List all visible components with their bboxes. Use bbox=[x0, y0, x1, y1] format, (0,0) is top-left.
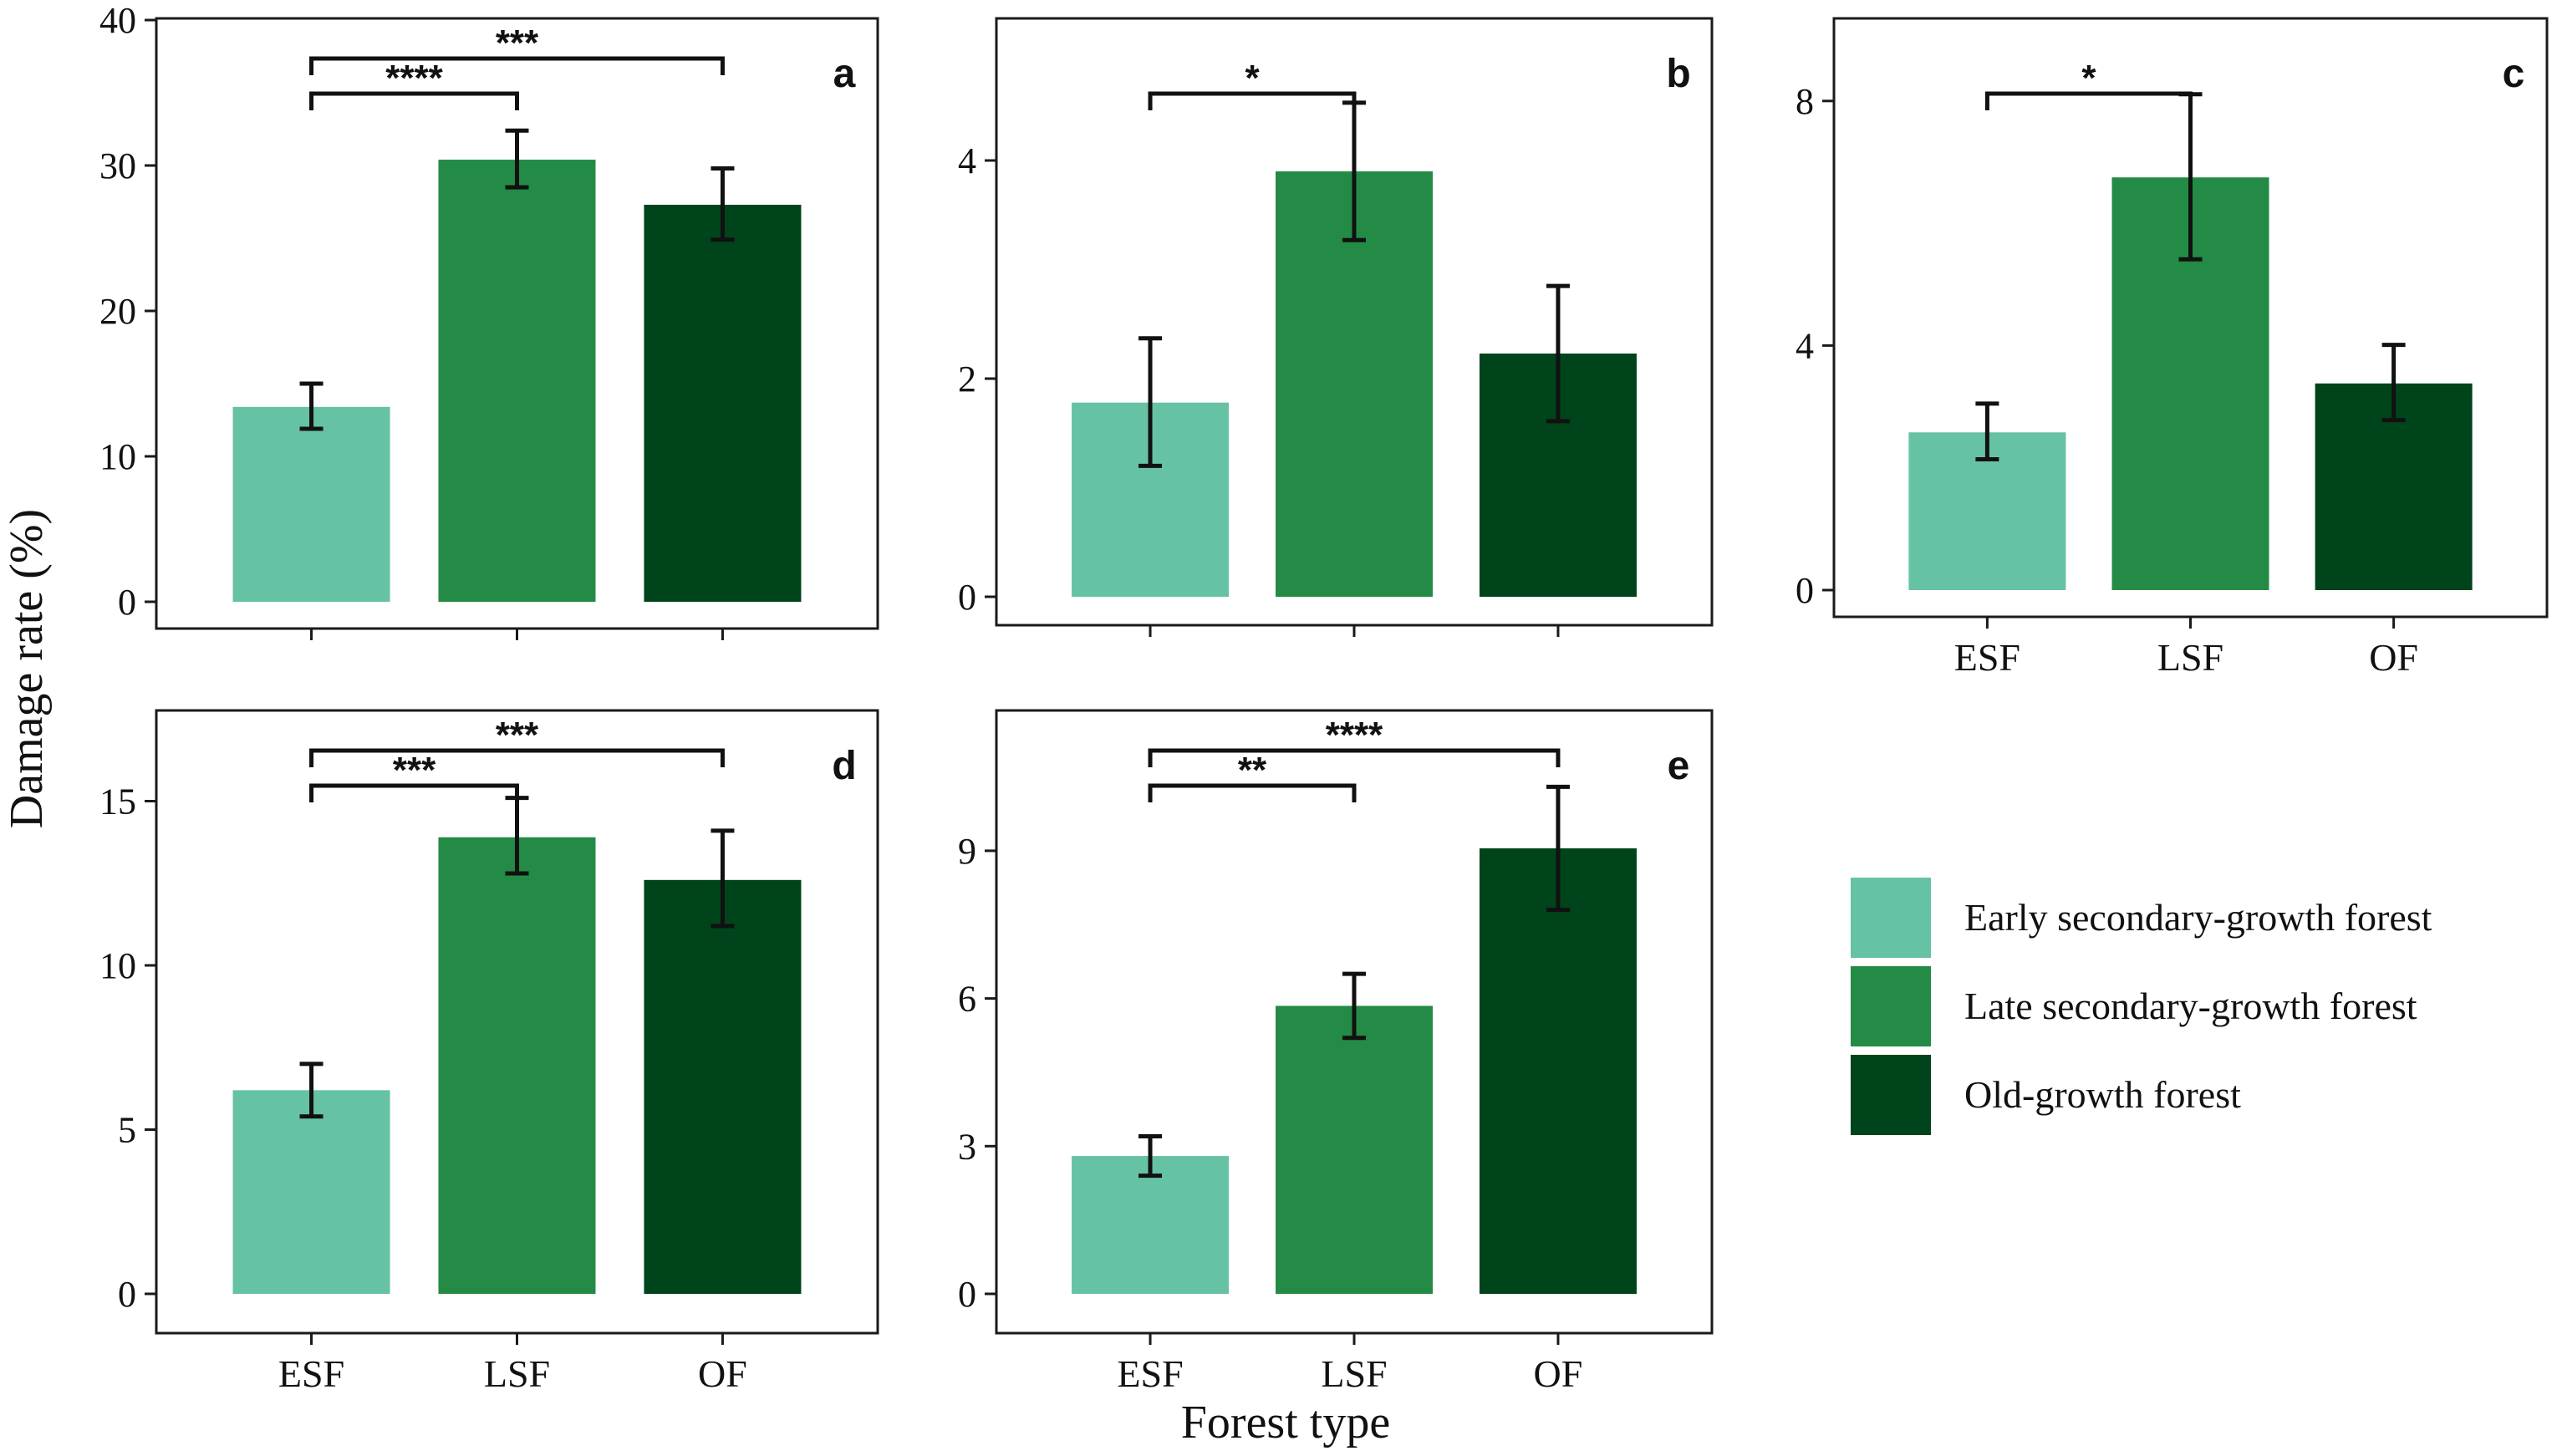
y-tick-label: 2 bbox=[958, 359, 976, 400]
legend-item: Early secondary-growth forest bbox=[1851, 878, 2432, 958]
y-tick-label: 0 bbox=[118, 582, 136, 623]
y-tick-label: 8 bbox=[1796, 81, 1814, 122]
y-tick-label: 10 bbox=[99, 945, 136, 986]
legend: Early secondary-growth forest Late second… bbox=[1851, 878, 2432, 1135]
y-tick-label: 9 bbox=[958, 831, 976, 872]
y-tick-label: 30 bbox=[99, 145, 136, 186]
panel-d: 0 5 10 15 ESF LSF OF *** *** d bbox=[99, 709, 879, 1395]
y-tick-label: 0 bbox=[958, 1274, 976, 1315]
x-axis-title: Forest type bbox=[1181, 1397, 1390, 1448]
bar-lsf bbox=[438, 160, 596, 603]
x-tick-label: LSF bbox=[484, 1352, 550, 1395]
y-tick-label: 4 bbox=[1796, 325, 1814, 366]
bar-esf bbox=[1072, 1156, 1230, 1294]
legend-label: Old-growth forest bbox=[1964, 1073, 2241, 1116]
x-tick-label: ESF bbox=[278, 1352, 344, 1395]
bar-lsf bbox=[1276, 171, 1433, 598]
significance-label: * bbox=[1245, 58, 1260, 99]
y-tick-label: 10 bbox=[99, 436, 136, 477]
legend-label: Late secondary-growth forest bbox=[1964, 985, 2417, 1027]
y-tick-label: 4 bbox=[958, 140, 976, 181]
legend-item: Late secondary-growth forest bbox=[1851, 966, 2417, 1046]
significance-label: ** bbox=[1238, 750, 1267, 791]
panel-letter: b bbox=[1666, 52, 1690, 96]
significance-label: * bbox=[2081, 58, 2096, 99]
panel-letter: d bbox=[832, 744, 856, 788]
y-tick-label: 3 bbox=[958, 1126, 976, 1167]
legend-swatch bbox=[1851, 966, 1931, 1046]
y-tick-label: 6 bbox=[958, 979, 976, 1020]
y-tick-label: 0 bbox=[1796, 570, 1814, 611]
bar-of bbox=[1479, 848, 1637, 1294]
y-tick-label: 40 bbox=[99, 0, 136, 41]
significance-bracket bbox=[309, 783, 519, 802]
significance-label: **** bbox=[1326, 715, 1383, 756]
x-tick-label: ESF bbox=[1954, 636, 2020, 679]
x-tick-label: LSF bbox=[2157, 636, 2223, 679]
legend-swatch bbox=[1851, 1055, 1931, 1135]
significance-bracket bbox=[1148, 748, 1561, 767]
y-tick-label: 5 bbox=[118, 1110, 136, 1151]
x-tick-label: ESF bbox=[1117, 1352, 1183, 1395]
legend-label: Early secondary-growth forest bbox=[1964, 896, 2432, 939]
significance-bracket bbox=[309, 748, 725, 767]
significance-bracket bbox=[309, 91, 519, 110]
bar-esf bbox=[232, 406, 390, 602]
x-tick-label: OF bbox=[698, 1352, 747, 1395]
bar-of bbox=[644, 879, 802, 1294]
legend-swatch bbox=[1851, 878, 1931, 958]
significance-label: *** bbox=[393, 750, 436, 791]
y-tick-label: 0 bbox=[118, 1274, 136, 1315]
x-tick-label: OF bbox=[1534, 1352, 1583, 1395]
x-tick-label: LSF bbox=[1321, 1352, 1387, 1395]
y-tick-label: 15 bbox=[99, 781, 136, 822]
panel-b: 0 2 4 * b bbox=[958, 17, 1714, 637]
y-tick-label: 20 bbox=[99, 291, 136, 332]
bar-lsf bbox=[438, 837, 596, 1294]
panel-letter: e bbox=[1668, 744, 1690, 788]
legend-item: Old-growth forest bbox=[1851, 1055, 2241, 1135]
x-tick-label: OF bbox=[2369, 636, 2418, 679]
bar-lsf bbox=[1276, 1005, 1433, 1294]
significance-label: *** bbox=[496, 715, 539, 756]
panel-c: 0 4 8 ESF LSF OF * c bbox=[1796, 17, 2549, 679]
significance-label: **** bbox=[385, 58, 443, 99]
bar-of bbox=[644, 204, 802, 603]
bar-esf bbox=[232, 1090, 390, 1294]
significance-bracket bbox=[309, 56, 725, 75]
significance-bracket bbox=[1148, 91, 1357, 110]
y-tick-label: 0 bbox=[958, 577, 976, 618]
significance-bracket bbox=[1148, 783, 1357, 802]
panel-letter: c bbox=[2503, 52, 2525, 96]
significance-label: *** bbox=[496, 23, 539, 64]
y-axis-title: Damage rate (%) bbox=[1, 509, 53, 828]
significance-bracket bbox=[1984, 91, 2193, 110]
panel-letter: a bbox=[833, 52, 856, 96]
